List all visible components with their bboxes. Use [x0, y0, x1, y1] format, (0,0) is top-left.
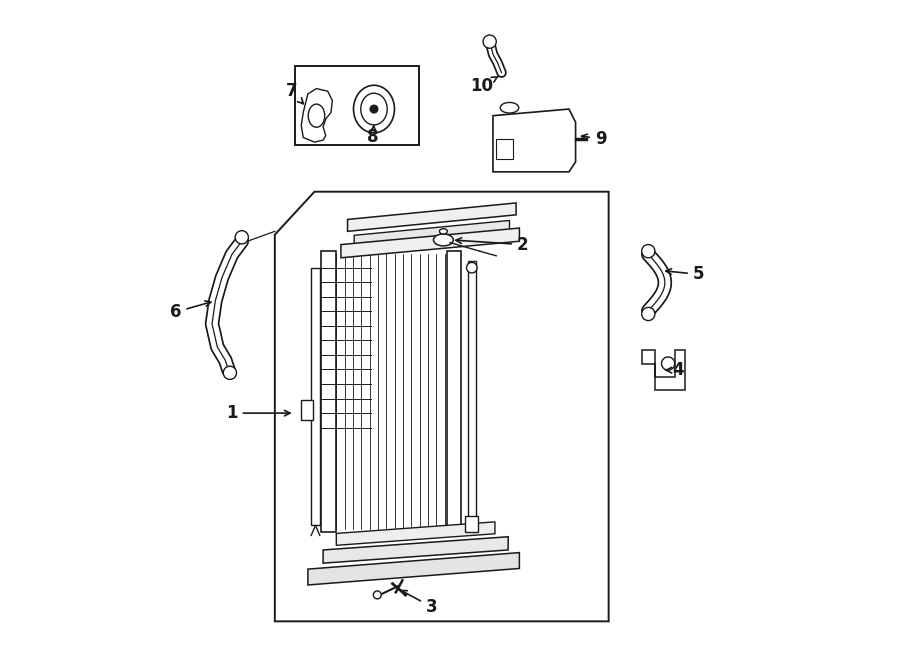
- Polygon shape: [302, 89, 332, 142]
- Ellipse shape: [354, 85, 394, 133]
- Text: 8: 8: [367, 126, 378, 147]
- Polygon shape: [274, 192, 608, 621]
- Ellipse shape: [361, 93, 387, 125]
- Text: 4: 4: [666, 361, 684, 379]
- Circle shape: [483, 35, 496, 48]
- Bar: [311, 268, 320, 525]
- Text: 9: 9: [581, 130, 607, 148]
- Circle shape: [642, 245, 655, 258]
- Circle shape: [642, 307, 655, 321]
- Polygon shape: [347, 203, 516, 231]
- Ellipse shape: [434, 234, 454, 246]
- Circle shape: [223, 366, 237, 379]
- Polygon shape: [493, 109, 576, 172]
- Text: 1: 1: [226, 404, 290, 422]
- Ellipse shape: [308, 104, 325, 128]
- Bar: [302, 400, 313, 420]
- Bar: [294, 66, 418, 145]
- Circle shape: [235, 231, 248, 244]
- Polygon shape: [308, 553, 519, 585]
- Bar: [468, 261, 476, 529]
- Polygon shape: [323, 537, 508, 563]
- Circle shape: [466, 262, 477, 273]
- Polygon shape: [355, 221, 509, 246]
- Ellipse shape: [439, 229, 447, 234]
- Polygon shape: [337, 522, 495, 545]
- Text: 10: 10: [470, 76, 499, 95]
- Ellipse shape: [500, 102, 518, 113]
- Bar: [496, 139, 513, 159]
- Text: 2: 2: [456, 235, 528, 254]
- Text: 7: 7: [285, 82, 303, 104]
- Bar: [465, 516, 479, 532]
- Text: 5: 5: [666, 265, 705, 284]
- Bar: [446, 251, 461, 532]
- Circle shape: [374, 591, 382, 599]
- Polygon shape: [341, 228, 519, 258]
- Text: 3: 3: [401, 590, 437, 616]
- Circle shape: [662, 357, 675, 370]
- Circle shape: [370, 105, 378, 113]
- Polygon shape: [642, 350, 685, 390]
- Text: 6: 6: [170, 301, 211, 321]
- Bar: [321, 251, 336, 532]
